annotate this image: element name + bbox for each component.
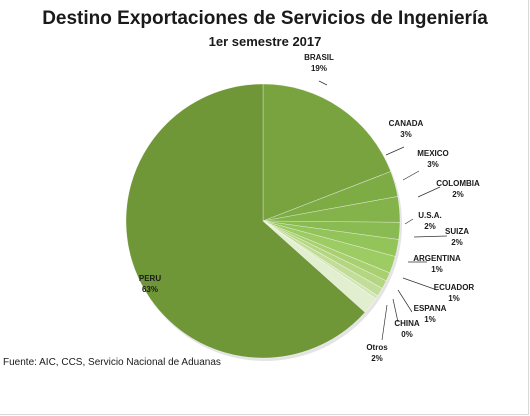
- slice-value-mexico: 3%: [427, 160, 439, 169]
- slice-label-ecuador: ECUADOR: [434, 283, 475, 292]
- leader-line-otros: [381, 304, 388, 341]
- chart-source: Fuente: AIC, CCS, Servicio Nacional de A…: [3, 357, 221, 368]
- slice-label-argentina: ARGENTINA: [413, 254, 461, 263]
- leader-line-ecuador: [402, 277, 438, 291]
- leader-line-china: [392, 298, 399, 323]
- leader-line-mexico: [402, 170, 420, 181]
- slice-label-u-s-a: U.S.A.: [418, 211, 442, 220]
- leader-line-canada: [385, 146, 405, 156]
- pie-slice-peru: [125, 83, 366, 359]
- chart-title: Destino Exportaciones de Servicios de In…: [42, 8, 488, 29]
- slice-label-canada: CANADA: [389, 119, 424, 128]
- slice-label-peru: PERU: [139, 274, 161, 283]
- slice-label-colombia: COLOMBIA: [436, 179, 480, 188]
- slice-value-canada: 3%: [400, 130, 412, 139]
- slice-value-china: 0%: [401, 330, 413, 339]
- slice-value-otros: 2%: [371, 354, 383, 363]
- slice-label-suiza: SUIZA: [445, 227, 469, 236]
- slice-value-peru: 63%: [142, 285, 158, 294]
- slice-label-espana: ESPANA: [414, 304, 447, 313]
- leader-line-espana: [397, 289, 413, 313]
- leader-line-u-s-a: [404, 218, 414, 225]
- slice-value-colombia: 2%: [452, 190, 464, 199]
- slice-value-espana: 1%: [424, 315, 436, 324]
- slice-value-ecuador: 1%: [448, 294, 460, 303]
- slice-value-argentina: 1%: [431, 265, 443, 274]
- slice-label-mexico: MEXICO: [417, 149, 449, 158]
- slice-value-u-s-a: 2%: [424, 222, 436, 231]
- slice-label-otros: Otros: [366, 343, 388, 352]
- leader-line-suiza: [413, 235, 448, 238]
- slice-value-suiza: 2%: [451, 238, 463, 247]
- leader-line-colombia: [417, 186, 441, 198]
- chart-subtitle: 1er semestre 2017: [208, 34, 322, 49]
- slice-value-brasil: 19%: [311, 64, 327, 73]
- pie-slice-brasil: [262, 83, 392, 222]
- leader-line-brasil: [318, 80, 328, 86]
- slice-label-brasil: BRASIL: [304, 53, 334, 62]
- slice-label-china: CHINA: [394, 319, 420, 328]
